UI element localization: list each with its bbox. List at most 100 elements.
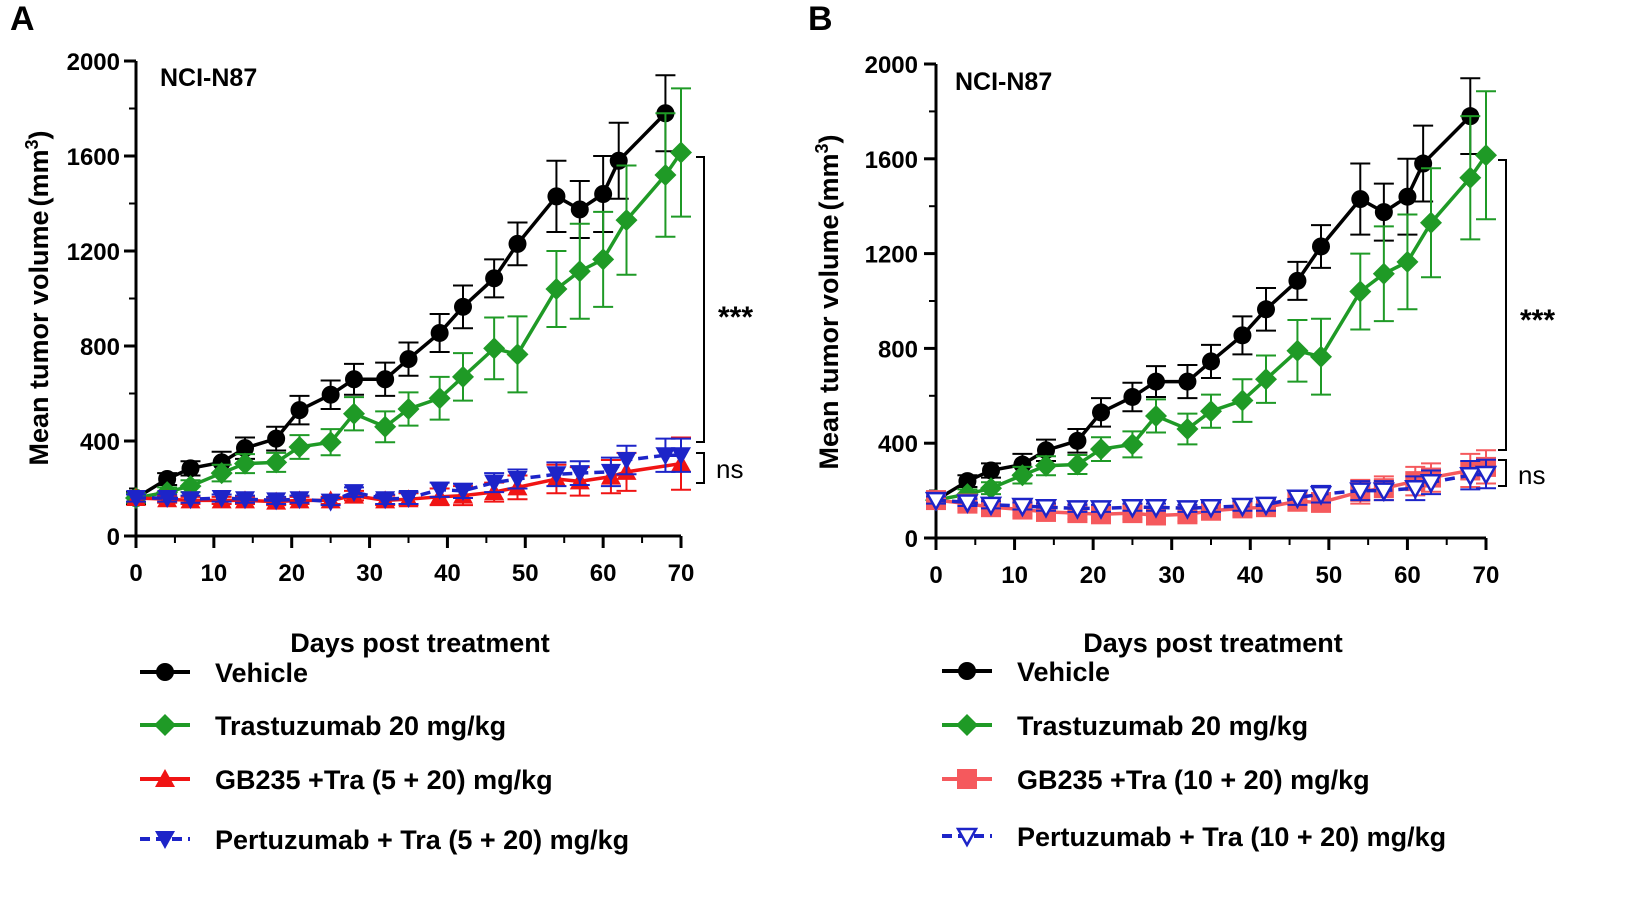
data-point	[594, 185, 613, 203]
data-point	[267, 429, 286, 448]
data-point	[600, 463, 621, 482]
legend: Vehicle Trastuzumab 20 mg/kg GB235 +Tra (1…	[942, 657, 1446, 852]
data-point	[654, 164, 677, 186]
data-point	[397, 397, 420, 420]
significance-lower: ns	[1518, 460, 1545, 490]
y-axis-title-superscript: 3	[22, 139, 42, 149]
data-point	[1147, 372, 1165, 391]
data-point	[375, 491, 396, 510]
data-point	[1288, 271, 1307, 290]
data-point	[671, 447, 691, 466]
data-point	[234, 452, 256, 475]
x-tick-label: 60	[590, 560, 617, 587]
x-tick-label: 10	[1001, 562, 1028, 589]
x-tick-label: 30	[356, 560, 383, 587]
chart-title: NCI-N87	[955, 68, 1052, 96]
data-point	[266, 492, 287, 511]
legend-item-gb235_B: GB235 +Tra (10 + 20) mg/kg	[942, 765, 1370, 795]
data-point	[290, 401, 309, 420]
data-point	[980, 477, 1002, 500]
data-point	[1089, 500, 1113, 520]
data-point	[235, 491, 255, 510]
data-point	[1459, 166, 1482, 189]
legend-marker	[155, 769, 175, 787]
legend-item-trastuzumab: Trastuzumab 20 mg/kg	[140, 711, 506, 741]
y-tick-label: 400	[878, 431, 918, 458]
data-point	[485, 269, 504, 288]
data-point	[320, 493, 341, 512]
significance-bracket-lower	[1498, 459, 1507, 487]
data-point	[1176, 500, 1199, 520]
x-axis-title: Days post treatment	[290, 628, 550, 658]
data-point	[1374, 203, 1393, 222]
data-point	[1286, 489, 1309, 510]
data-point	[1123, 387, 1142, 406]
plot-area: 0 400 800 1200 1600 2000 0 10 20 30 40 50 60 70	[67, 49, 705, 587]
data-point	[1349, 482, 1372, 503]
legend-marker	[154, 714, 176, 736]
x-tick-label: 10	[201, 560, 228, 587]
data-point	[430, 323, 449, 342]
data-point	[1255, 368, 1277, 391]
x-tick-label: 20	[1080, 562, 1107, 589]
x-tick-label: 0	[929, 562, 942, 589]
data-point	[570, 200, 589, 219]
data-point	[211, 490, 232, 508]
data-point	[1404, 479, 1427, 500]
data-point	[1372, 262, 1395, 285]
data-point	[1419, 474, 1443, 494]
legend-label: GB235 +Tra (5 + 20) mg/kg	[215, 765, 553, 795]
series-line	[935, 154, 1488, 502]
series-pertuzumab	[924, 458, 1498, 520]
data-point	[1231, 389, 1254, 412]
data-point	[592, 248, 615, 271]
data-point	[428, 387, 451, 410]
x-tick-label: 40	[1237, 562, 1264, 589]
x-tick-label: 50	[1316, 562, 1343, 589]
legend-marker	[156, 663, 174, 681]
data-point	[1310, 345, 1332, 368]
data-point	[180, 491, 201, 510]
y-tick-label: 1600	[67, 144, 120, 171]
data-point	[569, 465, 590, 484]
data-point	[376, 370, 395, 389]
y-tick-label: 0	[107, 524, 120, 551]
data-point	[1286, 339, 1309, 362]
data-point	[236, 439, 254, 458]
data-point	[1066, 500, 1089, 520]
legend-label: Vehicle	[215, 658, 308, 688]
data-point	[547, 187, 566, 206]
series-line	[935, 114, 1472, 502]
data-point	[157, 490, 178, 508]
data-point	[1035, 454, 1057, 477]
data-point	[319, 431, 342, 454]
legend-item-pertuzumab: Pertuzumab + Tra (10 + 20) mg/kg	[942, 822, 1446, 852]
data-point	[1034, 498, 1058, 519]
data-point	[1121, 498, 1144, 519]
panel-letter: A	[10, 0, 35, 38]
y-axis-title-main: Mean tumor volume	[814, 214, 844, 469]
data-point	[1351, 190, 1370, 209]
data-point	[343, 402, 365, 425]
panel-b: B NCI-N87 Days post treatment Mean tumor…	[808, 0, 1555, 852]
data-point	[1176, 417, 1199, 440]
data-point	[429, 481, 450, 500]
legend-marker	[958, 662, 976, 680]
data-point	[568, 260, 591, 283]
significance-upper: ***	[1520, 304, 1555, 337]
chart-title: NCI-N87	[160, 64, 257, 92]
data-point	[484, 474, 505, 493]
data-point	[399, 350, 418, 369]
data-point	[345, 370, 363, 389]
data-point	[1420, 211, 1442, 234]
legend-label: Pertuzumab + Tra (5 + 20) mg/kg	[215, 825, 629, 855]
data-point	[398, 490, 419, 508]
series-trastuzumab	[125, 87, 692, 509]
x-tick-label: 20	[278, 560, 305, 587]
significance-bracket-upper	[696, 156, 705, 443]
data-point	[1066, 453, 1089, 476]
data-point	[1037, 441, 1055, 460]
y-axis-title: Mean tumor volume (mm3)	[22, 130, 54, 465]
series-trastuzumab	[925, 90, 1497, 512]
data-point	[321, 385, 340, 404]
